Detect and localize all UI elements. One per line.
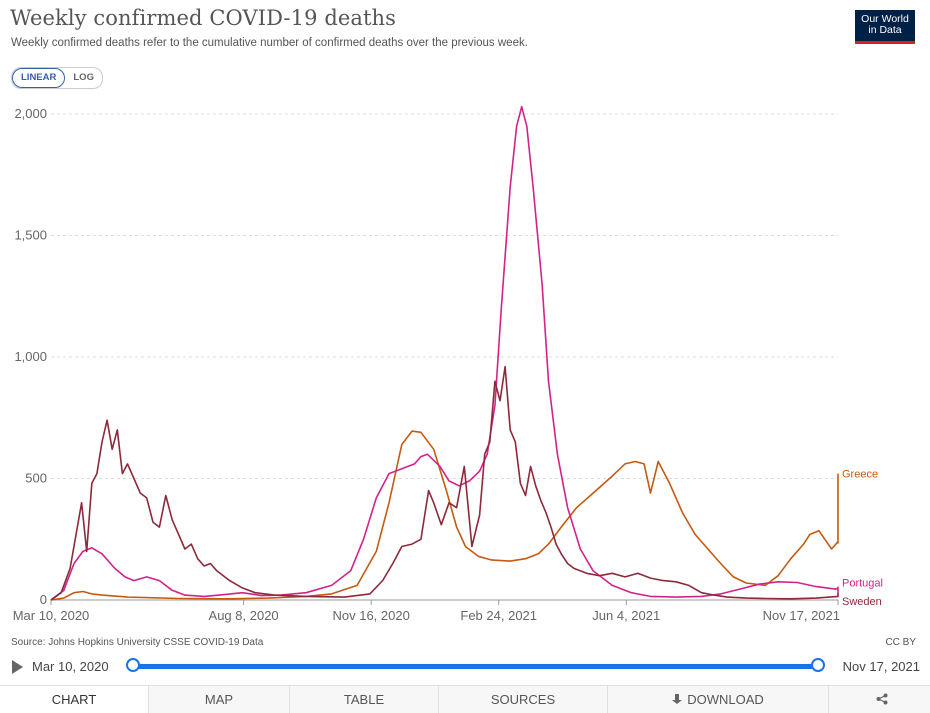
timeline-track[interactable] (133, 664, 818, 669)
x-tick-label: Nov 17, 2021 (763, 608, 840, 623)
play-icon[interactable] (12, 660, 23, 674)
share-button[interactable] (828, 686, 930, 713)
y-tick-label: 1,500 (14, 228, 47, 243)
timeline-start-handle[interactable] (126, 658, 140, 672)
tab-download-label: DOWNLOAD (687, 692, 764, 707)
timeline-end-label: Nov 17, 2021 (842, 659, 920, 674)
x-tick-label: Nov 16, 2020 (332, 608, 409, 623)
tab-chart[interactable]: CHART (0, 686, 148, 713)
series-line-portugal (50, 105, 839, 601)
logo-line-1: Our World (861, 13, 909, 25)
tab-map[interactable]: MAP (148, 686, 289, 713)
y-tick-label: 0 (40, 592, 47, 607)
tab-sources[interactable]: SOURCES (438, 686, 607, 713)
legend-label-sweden: Sweden (842, 596, 882, 608)
owid-logo[interactable]: Our World in Data (855, 10, 915, 44)
y-tick-label: 1,000 (14, 349, 47, 364)
bottom-tabs: CHART MAP TABLE SOURCES DOWNLOAD (0, 685, 930, 713)
y-tick-label: 2,000 (14, 106, 47, 121)
linear-scale-button[interactable]: LINEAR (12, 68, 66, 88)
logo-line-2: in Data (868, 24, 902, 36)
x-tick-label: Mar 10, 2020 (13, 608, 90, 623)
chart-subtitle: Weekly confirmed deaths refer to the cum… (11, 37, 528, 49)
legend-label-greece: Greece (842, 469, 878, 481)
legend-label-portugal: Portugal (842, 578, 883, 590)
x-tick-label: Feb 24, 2021 (460, 608, 537, 623)
tab-download[interactable]: DOWNLOAD (607, 686, 828, 713)
license-label[interactable]: CC BY (885, 637, 916, 648)
download-icon (672, 694, 683, 705)
line-chart: 0 500 1,000 1,500 2,000 Mar 10, 2020 Aug 8, 20… (13, 105, 883, 623)
tab-table[interactable]: TABLE (289, 686, 438, 713)
share-icon (876, 693, 888, 705)
log-scale-button[interactable]: LOG (73, 72, 94, 83)
y-tick-label: 500 (25, 471, 47, 486)
series-line-sweden (50, 365, 839, 601)
x-tick-label: Jun 4, 2021 (592, 608, 660, 623)
scale-toggle[interactable]: LINEAR LOG (11, 67, 103, 89)
source-note[interactable]: Source: Johns Hopkins University CSSE CO… (11, 637, 264, 648)
x-tick-label: Aug 8, 2020 (209, 608, 279, 623)
timeline[interactable]: Mar 10, 2020 Nov 17, 2021 (10, 656, 920, 678)
timeline-start-label: Mar 10, 2020 (32, 659, 109, 674)
chart-title: Weekly confirmed COVID-19 deaths (10, 6, 397, 30)
timeline-end-handle[interactable] (811, 658, 825, 672)
